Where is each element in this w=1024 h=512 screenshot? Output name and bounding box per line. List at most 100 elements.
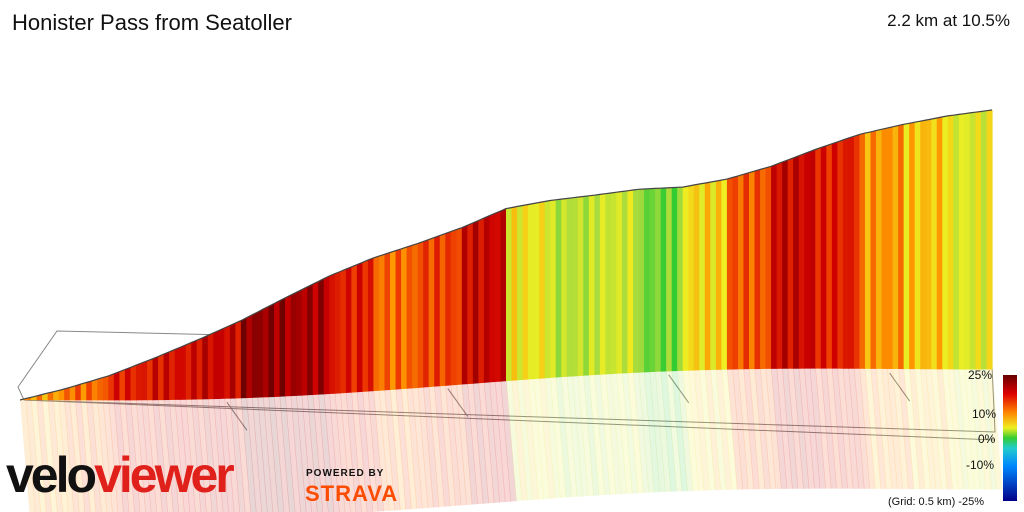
gradient-slice xyxy=(621,190,629,374)
gradient-slice xyxy=(693,184,700,371)
reflection-slice xyxy=(798,368,815,489)
gradient-slice xyxy=(610,192,618,375)
reflection-slice xyxy=(848,368,865,489)
gradient-slice xyxy=(75,384,82,401)
reflection-slice xyxy=(378,390,396,511)
gradient-slice xyxy=(837,140,844,369)
reflection-slice xyxy=(439,385,456,507)
gradient-slice xyxy=(124,367,132,401)
gradient-slice xyxy=(235,320,242,399)
gradient-slice xyxy=(456,227,463,385)
reflection-slice xyxy=(158,400,174,512)
gradient-slice xyxy=(163,351,170,401)
reflection-slice xyxy=(721,369,738,490)
gradient-slice xyxy=(450,229,457,386)
reflection-slice xyxy=(334,393,351,512)
gradient-slice xyxy=(864,131,872,369)
reflection-slice xyxy=(544,377,561,499)
gradient-slice xyxy=(710,181,717,370)
legend-tick-25: 25% xyxy=(968,368,993,382)
gradient-slice xyxy=(434,235,441,387)
gradient-slice xyxy=(207,332,214,400)
gradient-slice xyxy=(909,122,916,370)
veloviewer-logo[interactable]: veloviewer xyxy=(6,447,235,503)
gradient-slice xyxy=(412,243,419,389)
gradient-slice xyxy=(483,215,491,383)
gradient-slice xyxy=(699,183,706,371)
gradient-slice xyxy=(566,197,573,377)
gradient-slice xyxy=(296,289,303,396)
reflection-slice xyxy=(644,372,661,493)
reflection-slice xyxy=(837,368,854,489)
reflection-slice xyxy=(782,368,799,489)
gradient-slice xyxy=(428,237,435,388)
reflection-slice xyxy=(384,389,401,511)
reflection-slice xyxy=(898,369,915,490)
reflection-slice xyxy=(307,394,324,512)
gradient-slice xyxy=(544,200,551,379)
gradient-slice xyxy=(147,358,154,401)
reflection-slice xyxy=(743,369,760,490)
reflection-slice xyxy=(876,368,893,489)
gradient-slice xyxy=(931,117,938,370)
gradient-slice xyxy=(914,121,921,370)
reflection-slice xyxy=(296,395,312,512)
reflection-slice xyxy=(621,373,639,494)
gradient-slice xyxy=(268,303,275,398)
reflection-slice xyxy=(682,370,699,491)
gradient-slice xyxy=(218,328,225,399)
reflection-slice xyxy=(975,369,992,490)
reflection-slice xyxy=(533,378,550,500)
gradient-slice xyxy=(185,342,192,400)
reflection-slice xyxy=(864,368,882,489)
gradient-slice xyxy=(776,162,783,369)
reflection-slice xyxy=(58,400,75,512)
gradient-slice xyxy=(323,275,330,395)
gradient-slice xyxy=(749,171,756,370)
gradient-slice xyxy=(798,153,805,369)
reflection-slice xyxy=(931,369,948,490)
gradient-slice xyxy=(887,126,894,370)
gradient-slice xyxy=(130,365,137,401)
reflection-slice xyxy=(472,383,489,504)
reflection-slice xyxy=(539,378,556,499)
gradient-slice xyxy=(290,292,297,397)
gradient-slice xyxy=(423,239,430,388)
reflection-slice xyxy=(373,390,390,512)
gradient-slice xyxy=(86,380,93,401)
gradient-slice xyxy=(649,188,656,373)
gradient-slice xyxy=(102,375,109,401)
gradient-slice xyxy=(196,337,203,400)
gradient-slice xyxy=(362,260,369,392)
gradient-slice xyxy=(506,207,513,382)
reflection-slice xyxy=(478,382,495,504)
reflection-slice xyxy=(859,368,876,489)
gradient-slice xyxy=(274,300,281,397)
reflection-slice xyxy=(91,400,108,512)
strava-logo[interactable]: STRAVA xyxy=(305,481,399,506)
reflection-slice xyxy=(887,368,904,490)
gradient-slice xyxy=(119,369,126,401)
gradient-slice xyxy=(782,159,789,369)
reflection-slice xyxy=(969,369,987,490)
reflection-slice xyxy=(550,377,567,498)
reflection-slice xyxy=(147,400,163,512)
gradient-slice xyxy=(771,164,778,369)
gradient-slice xyxy=(246,314,253,399)
reflection-slice xyxy=(522,379,539,500)
gradient-slice xyxy=(605,192,612,375)
reflection-slice xyxy=(102,400,119,512)
reflection-slice xyxy=(367,391,385,512)
reflection-slice xyxy=(191,399,207,512)
gradient-slice xyxy=(892,125,899,370)
gradient-slice xyxy=(616,191,623,374)
reflection-slice xyxy=(903,369,920,490)
reflection-slice xyxy=(914,369,931,490)
gradient-slice xyxy=(340,269,347,394)
gradient-slice xyxy=(853,134,861,369)
gradient-slice xyxy=(920,120,927,370)
reflection-slice xyxy=(169,399,185,512)
reflection-slice xyxy=(69,400,86,512)
gradient-slice xyxy=(533,202,540,380)
reflection-slice xyxy=(329,393,346,512)
